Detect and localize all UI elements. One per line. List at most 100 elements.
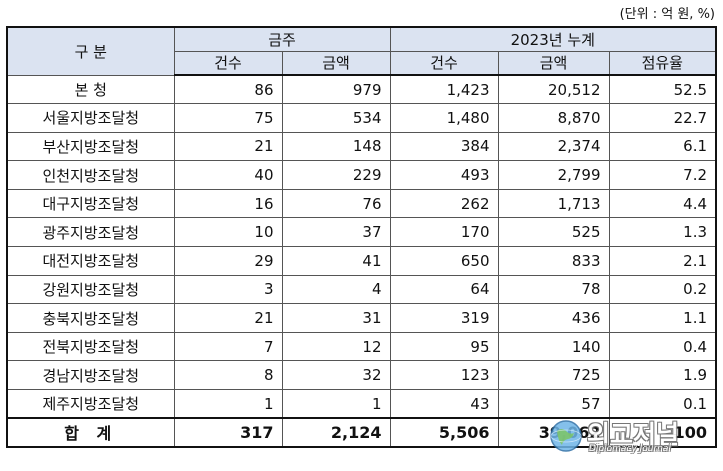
cell-week-count: 40 [173, 160, 283, 190]
header-week-amount: 금액 [281, 50, 391, 76]
cell-share: 0.4 [608, 331, 717, 362]
cell-week-amount: 229 [281, 160, 391, 190]
table-row: 강원지방조달청 3 4 64 78 0.2 [6, 274, 717, 305]
row-name: 제주지방조달청 [6, 389, 175, 419]
cell-week-count: 86 [173, 74, 283, 105]
cell-cum-count: 262 [389, 188, 499, 219]
row-name: 인천지방조달청 [6, 160, 175, 190]
cell-cum-amount: 8,870 [497, 103, 610, 133]
cell-share: 0.2 [608, 274, 717, 305]
cell-week-amount: 37 [281, 217, 391, 248]
total-cum-amount: 39,062 [497, 417, 610, 448]
cell-week-count: 3 [173, 274, 283, 305]
unit-note: (단위 : 억 원, %) [619, 7, 715, 22]
cell-cum-amount: 20,512 [497, 74, 610, 105]
cell-week-count: 29 [173, 246, 283, 276]
cell-cum-amount: 57 [497, 389, 610, 419]
row-name: 전북지방조달청 [6, 331, 175, 362]
header-cum-share: 점유율 [608, 50, 717, 76]
table-row: 대구지방조달청 16 76 262 1,713 4.4 [6, 188, 717, 219]
cell-week-count: 10 [173, 217, 283, 248]
header-cum-count: 건수 [389, 50, 499, 76]
table-row: 전북지방조달청 7 12 95 140 0.4 [6, 331, 717, 362]
header-cum-amount: 금액 [497, 50, 610, 76]
header-week-count: 건수 [173, 50, 283, 76]
table-row: 인천지방조달청 40 229 493 2,799 7.2 [6, 160, 717, 190]
cell-week-amount: 4 [281, 274, 391, 305]
cell-week-amount: 41 [281, 246, 391, 276]
cell-week-amount: 148 [281, 131, 391, 162]
row-name: 대전지방조달청 [6, 246, 175, 276]
cell-cum-amount: 436 [497, 303, 610, 333]
table-row: 대전지방조달청 29 41 650 833 2.1 [6, 246, 717, 276]
cell-cum-amount: 2,799 [497, 160, 610, 190]
cell-week-amount: 12 [281, 331, 391, 362]
table-row: 제주지방조달청 1 1 43 57 0.1 [6, 389, 717, 419]
cell-cum-count: 95 [389, 331, 499, 362]
cell-cum-count: 384 [389, 131, 499, 162]
table-row: 경남지방조달청 8 32 123 725 1.9 [6, 360, 717, 391]
cell-cum-amount: 78 [497, 274, 610, 305]
cell-cum-count: 319 [389, 303, 499, 333]
table-row: 서울지방조달청 75 534 1,480 8,870 22.7 [6, 103, 717, 133]
cell-cum-count: 650 [389, 246, 499, 276]
cell-share: 22.7 [608, 103, 717, 133]
cell-week-amount: 31 [281, 303, 391, 333]
cell-cum-amount: 725 [497, 360, 610, 391]
header-group-cumulative: 2023년 누계 [389, 26, 717, 52]
table-row: 광주지방조달청 10 37 170 525 1.3 [6, 217, 717, 248]
table-row: 본 청 86 979 1,423 20,512 52.5 [6, 74, 717, 105]
cell-cum-amount: 140 [497, 331, 610, 362]
cell-cum-count: 170 [389, 217, 499, 248]
total-share: 100 [608, 417, 717, 448]
total-label: 합 계 [6, 417, 175, 448]
cell-week-count: 16 [173, 188, 283, 219]
cell-share: 0.1 [608, 389, 717, 419]
total-week-count: 317 [173, 417, 283, 448]
cell-cum-amount: 1,713 [497, 188, 610, 219]
cell-cum-count: 1,423 [389, 74, 499, 105]
row-name: 본 청 [6, 74, 175, 105]
row-name: 충북지방조달청 [6, 303, 175, 333]
row-name: 서울지방조달청 [6, 103, 175, 133]
row-name: 대구지방조달청 [6, 188, 175, 219]
cell-week-amount: 534 [281, 103, 391, 133]
row-name: 부산지방조달청 [6, 131, 175, 162]
cell-share: 1.9 [608, 360, 717, 391]
cell-cum-count: 1,480 [389, 103, 499, 133]
table-row: 부산지방조달청 21 148 384 2,374 6.1 [6, 131, 717, 162]
cell-week-count: 75 [173, 103, 283, 133]
total-week-amount: 2,124 [281, 417, 391, 448]
total-cum-count: 5,506 [389, 417, 499, 448]
cell-share: 6.1 [608, 131, 717, 162]
cell-cum-count: 493 [389, 160, 499, 190]
cell-week-count: 8 [173, 360, 283, 391]
cell-week-count: 1 [173, 389, 283, 419]
cell-week-amount: 76 [281, 188, 391, 219]
cell-week-count: 21 [173, 131, 283, 162]
header-group-week: 금주 [173, 26, 391, 52]
procurement-table: 구 분 금주 2023년 누계 건수 금액 건수 금액 점유율 본 청 86 9… [6, 26, 718, 448]
cell-share: 7.2 [608, 160, 717, 190]
cell-cum-count: 43 [389, 389, 499, 419]
row-name: 강원지방조달청 [6, 274, 175, 305]
row-name: 경남지방조달청 [6, 360, 175, 391]
cell-share: 4.4 [608, 188, 717, 219]
table-row: 충북지방조달청 21 31 319 436 1.1 [6, 303, 717, 333]
cell-cum-amount: 2,374 [497, 131, 610, 162]
cell-cum-count: 64 [389, 274, 499, 305]
cell-week-count: 7 [173, 331, 283, 362]
cell-cum-amount: 525 [497, 217, 610, 248]
cell-week-amount: 979 [281, 74, 391, 105]
cell-week-amount: 32 [281, 360, 391, 391]
cell-cum-amount: 833 [497, 246, 610, 276]
row-name: 광주지방조달청 [6, 217, 175, 248]
total-row: 합 계 317 2,124 5,506 39,062 100 [6, 417, 717, 448]
cell-share: 2.1 [608, 246, 717, 276]
cell-share: 52.5 [608, 74, 717, 105]
header-category: 구 분 [6, 26, 175, 76]
cell-cum-count: 123 [389, 360, 499, 391]
cell-week-amount: 1 [281, 389, 391, 419]
cell-share: 1.1 [608, 303, 717, 333]
cell-share: 1.3 [608, 217, 717, 248]
